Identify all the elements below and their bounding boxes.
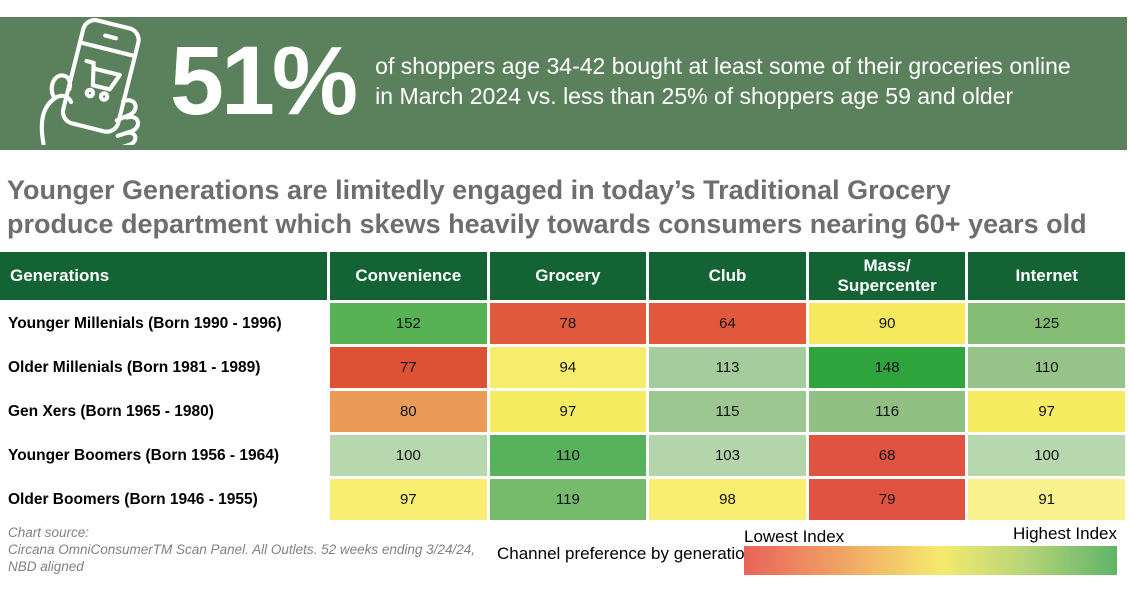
heatmap-cell: 97: [968, 391, 1125, 432]
heatmap-cell: 94: [489, 347, 647, 388]
heatmap-cell: 103: [649, 435, 806, 476]
heatmap-cell: 115: [649, 391, 806, 432]
heatmap-cell: 97: [489, 391, 647, 432]
heatmap-cell: 125: [968, 303, 1125, 344]
heatmap-cell: 80: [330, 391, 487, 432]
heatmap-cell: 110: [968, 347, 1125, 388]
heatmap-cell: 91: [968, 479, 1125, 520]
heatmap-cell: 100: [968, 435, 1125, 476]
page-title: Younger Generations are limitedly engage…: [7, 175, 1087, 239]
column-header-grocery: Grocery: [489, 252, 647, 300]
heatmap-cell: 79: [808, 479, 966, 520]
row-label-gen-xers: Gen Xers (Born 1965 - 1980): [0, 391, 327, 432]
heatmap-cell: 68: [808, 435, 966, 476]
legend-lowest-label: Lowest Index: [744, 527, 845, 546]
hand-holding-phone-shopping-cart-icon: [30, 17, 158, 151]
heatmap-cell: 113: [649, 347, 806, 388]
heatmap-table: Generations Convenience Grocery Club Mas…: [0, 252, 1125, 520]
heatmap-cell: 78: [489, 303, 647, 344]
row-label-older-millenials: Older Millenials (Born 1981 - 1989): [0, 347, 327, 388]
heatmap-cell: 152: [330, 303, 487, 344]
heatmap-cell: 119: [489, 479, 647, 520]
column-header-generations: Generations: [0, 252, 327, 300]
row-label-older-boomers: Older Boomers (Born 1946 - 1955): [0, 479, 327, 520]
column-header-internet: Internet: [968, 252, 1125, 300]
heatmap-cell: 116: [808, 391, 966, 432]
stat-banner: 51% of shoppers age 34-42 bought at leas…: [0, 17, 1127, 151]
heatmap-cell: 64: [649, 303, 806, 344]
column-header-convenience: Convenience: [330, 252, 487, 300]
heatmap-cell: 110: [489, 435, 647, 476]
legend-gradient-bar: [744, 546, 1117, 575]
row-label-younger-millenials: Younger Millenials (Born 1990 - 1996): [0, 303, 327, 344]
column-header-mass-supercenter: Mass/ Supercenter: [808, 252, 966, 300]
legend-caption: Channel preference by generation >: [497, 544, 769, 563]
heatmap-cell: 148: [808, 347, 966, 388]
stat-value: 51%: [170, 26, 358, 135]
heatmap-cell: 98: [649, 479, 806, 520]
row-label-younger-boomers: Younger Boomers (Born 1956 - 1964): [0, 435, 327, 476]
legend-highest-label: Highest Index: [1013, 524, 1117, 543]
heatmap-cell: 97: [330, 479, 487, 520]
heatmap-cell: 100: [330, 435, 487, 476]
column-header-club: Club: [649, 252, 806, 300]
heatmap-cell: 90: [808, 303, 966, 344]
stat-description: of shoppers age 34-42 bought at least so…: [375, 52, 1071, 109]
chart-source-note: Chart source: Circana OmniConsumerTM Sca…: [8, 525, 475, 574]
heatmap-cell: 77: [330, 347, 487, 388]
